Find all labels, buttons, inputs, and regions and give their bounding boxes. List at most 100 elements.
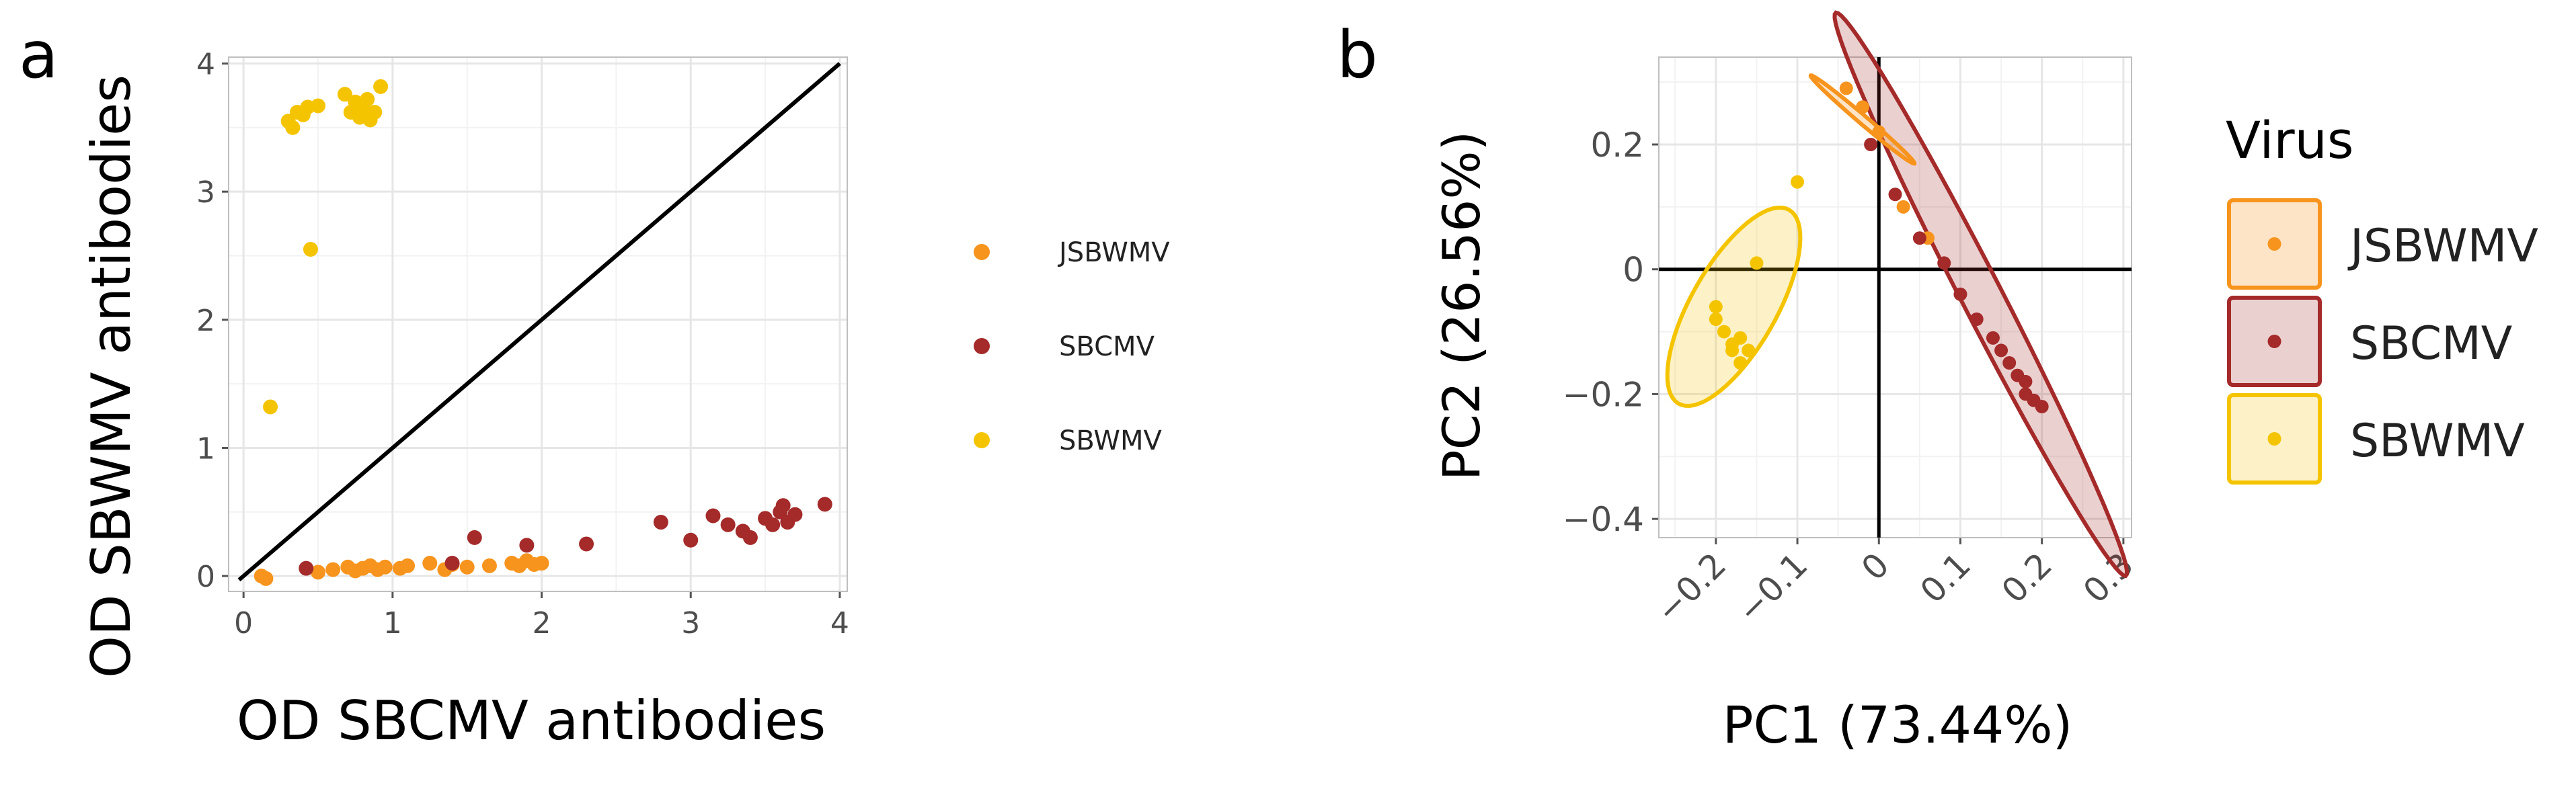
chart-b-legend-key-dot-sbcmv [2267,335,2281,348]
chart-b-point-jsbwmv-1 [1856,100,1870,114]
chart-b-xtick-label-4: 0.2 [1994,545,2060,610]
chart-b-point-sbcmv-7 [1994,343,2008,358]
chart-a-ylabel: OD SBWMV antibodies [80,75,143,678]
chart-a-point-sbcmv-4 [579,536,594,552]
chart-b-xtick-label-0: −0.2 [1648,545,1733,630]
chart-a-point-sbcmv-14 [775,498,791,513]
chart-b-frame [1658,56,2132,538]
chart-a-point-jsbwmv-1 [258,571,274,586]
chart-a-xtick-label-2: 2 [533,606,551,640]
chart-b-ellipse-sbwmv [1665,206,1803,408]
chart-a-point-sbcmv-7 [705,508,721,524]
chart-b-xlabel: PC1 (73.44%) [1723,695,2073,755]
chart-a-xtick-label-4: 4 [830,606,849,640]
chart-b-point-sbcmv-4 [1953,287,1967,301]
chart-a-point-sbwmv-6 [303,241,318,257]
chart-b-point-jsbwmv-3 [1896,200,1910,214]
chart-b-ytick-label-3: −0.4 [1563,500,1644,539]
chart-a-legend-key-sbcmv [974,338,990,354]
chart-a-point-sbcmv-17 [817,497,832,512]
chart-b-point-sbwmv-7 [1742,343,1756,358]
chart-b-point-sbwmv-2 [1709,300,1723,314]
chart-b-point-sbcmv-3 [1937,256,1951,270]
chart-a-point-sbcmv-10 [742,530,758,545]
chart-b-ytick-label-1: 0 [1623,251,1644,290]
chart-a-xtick-label-3: 3 [681,606,700,640]
chart-a-point-sbcmv-1 [444,556,460,571]
chart-a-point-sbcmv-5 [653,515,668,530]
chart-a-point-sbcmv-8 [720,517,736,532]
chart-b-point-sbwmv-6 [1733,331,1748,345]
chart-b-point-sbcmv-6 [1986,331,2000,345]
chart-a-point-sbwmv-0 [263,399,278,415]
chart-a-point-sbwmv-13 [360,91,375,107]
chart-a-point-jsbwmv-12 [422,556,438,571]
chart-a-point-sbwmv-2 [285,120,301,135]
chart-a-point-sbcmv-16 [787,507,803,522]
chart-b-xtick-label-2: 0 [1854,545,1897,588]
chart-b-point-sbwmv-1 [1750,256,1764,270]
chart-b-point-jsbwmv-2 [1872,125,1886,139]
chart-a-point-sbwmv-8 [337,87,352,102]
chart-b-point-sbwmv-9 [1725,343,1740,358]
chart-a-reference-line [237,62,841,582]
chart-a-legend-label-sbwmv: SBWMV [1059,425,1162,456]
chart-a-point-sbwmv-16 [373,79,389,94]
chart-b-plot-area [1659,57,2132,538]
chart-a-point-jsbwmv-15 [459,559,475,575]
chart-a-point-jsbwmv-3 [325,562,341,577]
chart-b-ytick-label-2: −0.2 [1563,375,1644,414]
chart-b-xtick-label-1: −0.1 [1730,545,1816,630]
chart-a-xtick-label-1: 1 [383,606,402,640]
chart-a-ytick-label-3: 3 [196,175,215,210]
chart-b-point-sbwmv-8 [1733,356,1748,370]
panel-label-a: a [19,17,58,93]
chart-b-point-sbcmv-2 [1912,231,1926,245]
chart-b-ylabel: PC2 (26.56%) [1432,131,1491,481]
chart-a-ytick-label-1: 1 [196,431,215,466]
chart-b-point-sbcmv-1 [1888,187,1902,202]
chart-a-legend-label-sbcmv: SBCMV [1059,331,1155,362]
chart-a-legend-key-jsbwmv [974,244,990,260]
chart-a-point-jsbwmv-11 [400,558,416,573]
chart-b-point-sbcmv-13 [2035,400,2049,413]
chart-a-point-jsbwmv-21 [534,556,549,571]
chart-b-point-sbcmv-10 [2019,374,2033,388]
chart-a-frame [228,56,848,592]
chart-b-point-sbcmv-8 [2002,356,2017,370]
chart-b-legend-key-dot-sbwmv [2267,432,2281,446]
chart-b-point-sbwmv-0 [1791,175,1805,189]
chart-a-legend-key-sbwmv [974,432,990,448]
chart-a-point-sbcmv-0 [299,560,314,576]
chart-a-point-jsbwmv-2 [311,565,326,580]
chart-a-point-jsbwmv-9 [377,559,393,575]
chart-a-ytick-label-0: 0 [196,560,215,594]
chart-b-xtick-label-3: 0.1 [1913,545,1978,610]
chart-b-point-sbcmv-0 [1864,138,1878,151]
chart-a-point-sbcmv-3 [519,538,535,553]
chart-a-xtick-label-0: 0 [234,606,253,640]
chart-b-ytick-label-0: 0.2 [1590,126,1644,165]
chart-b-legend-label-sbwmv: SBWMV [2350,415,2525,468]
chart-b-point-sbcmv-5 [1969,312,1984,326]
chart-a-point-jsbwmv-16 [481,558,497,573]
chart-a-legend-label-jsbwmv: JSBWMV [1057,237,1170,268]
chart-b-legend-key-dot-jsbwmv [2267,237,2281,251]
legend-b-title: Virus [2226,110,2353,170]
chart-b-point-sbwmv-3 [1709,312,1723,326]
chart-a-point-sbcmv-6 [683,532,699,548]
chart-b-legend-label-sbcmv: SBCMV [2350,317,2512,370]
chart-a-point-sbcmv-12 [765,517,781,532]
chart-b: −0.2−0.1 0 0.1 0.2 0.30.20−0.2−0.4JSBWMVSBCM… [1563,10,2538,630]
chart-b-ellipse-jsbwmv [1808,73,1917,166]
panel-label-b: b [1337,17,1378,93]
chart-b-legend-label-jsbwmv: JSBWMV [2347,220,2538,273]
chart-a: 0 1 2 3 4 0 1 2 3 4 JSBWMV SBCMV SBWMV [196,48,1170,640]
chart-b-point-jsbwmv-0 [1839,81,1853,95]
chart-a-point-sbwmv-15 [367,104,383,120]
chart-a-ytick-label-2: 2 [196,304,215,338]
chart-a-xlabel: OD SBCMV antibodies [237,690,826,752]
chart-a-ytick-label-4: 4 [196,48,215,82]
chart-b-point-sbwmv-4 [1717,325,1731,339]
